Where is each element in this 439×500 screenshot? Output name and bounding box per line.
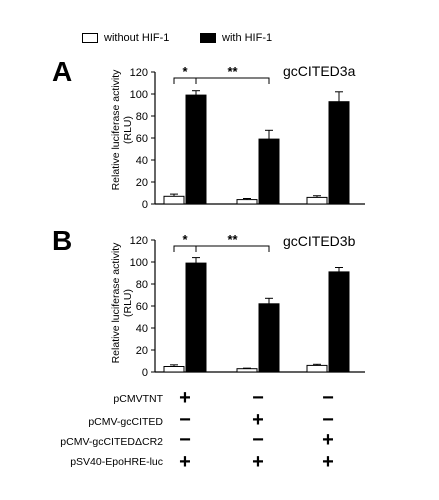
plus-mark: + [322, 451, 334, 473]
panel-title-a: gcCITED3a [283, 63, 356, 79]
legend-swatch-black [200, 33, 216, 43]
y-tick-label: 100 [130, 89, 148, 101]
y-tick-label: 120 [130, 67, 148, 79]
row-label-pcmv-gccited: pCMV-gcCITED [88, 416, 163, 428]
significance-label: * [182, 232, 188, 247]
minus-mark: − [252, 429, 264, 451]
significance-label: ** [227, 64, 238, 79]
plus-mark: + [252, 451, 264, 473]
y-tick-label: 60 [136, 133, 148, 145]
minus-mark: − [179, 409, 191, 431]
minus-mark: − [179, 429, 191, 451]
legend-label: with HIF-1 [222, 32, 273, 44]
row-label-pcmvtnt: pCMVTNT [113, 393, 163, 405]
legend-swatch-white [82, 33, 98, 43]
bar [185, 94, 207, 205]
y-tick-label: 40 [136, 323, 148, 335]
plus-mark: + [322, 429, 334, 451]
row-label-psv40-epohre-luc: pSV40-EpoHRE-luc [70, 456, 163, 468]
bar [258, 303, 280, 373]
bar [163, 195, 185, 205]
y-tick-label: 0 [142, 367, 148, 379]
bar [236, 368, 258, 373]
panel-letter-b: B [52, 225, 73, 256]
bar [163, 366, 185, 373]
y-tick-label: 80 [136, 279, 148, 291]
significance-bracket [195, 245, 270, 252]
y-tick-label: 60 [136, 301, 148, 313]
legend-item-without-hif1: without HIF-1 [82, 32, 169, 44]
minus-mark: − [322, 387, 334, 409]
significance-label: ** [227, 232, 238, 247]
bar [306, 196, 328, 205]
y-tick-label: 20 [136, 177, 148, 189]
panel-letter-a: A [52, 56, 73, 87]
y-tick-label: 20 [136, 345, 148, 357]
plus-mark: + [179, 387, 191, 409]
y-tick-label: 0 [142, 199, 148, 211]
bar [236, 199, 258, 205]
minus-mark: − [322, 409, 334, 431]
legend-label: without HIF-1 [104, 32, 170, 44]
bar [328, 271, 350, 373]
bar [185, 262, 207, 373]
y-tick-label: 100 [130, 257, 148, 269]
bar [258, 138, 280, 205]
y-tick-label: 120 [130, 235, 148, 247]
panel-title-b: gcCITED3b [283, 233, 356, 249]
bar [306, 364, 328, 373]
significance-bracket [195, 77, 270, 84]
significance-label: * [182, 64, 188, 79]
plus-mark: + [179, 451, 191, 473]
minus-mark: − [252, 387, 264, 409]
y-tick-label: 40 [136, 155, 148, 167]
plus-mark: + [252, 409, 264, 431]
bar [328, 101, 350, 205]
y-tick-label: 80 [136, 111, 148, 123]
legend-item-with-hif1: with HIF-1 [200, 32, 272, 44]
row-label-pcmv-gccited-dcr2: pCMV-gcCITEDΔCR2 [60, 436, 163, 448]
